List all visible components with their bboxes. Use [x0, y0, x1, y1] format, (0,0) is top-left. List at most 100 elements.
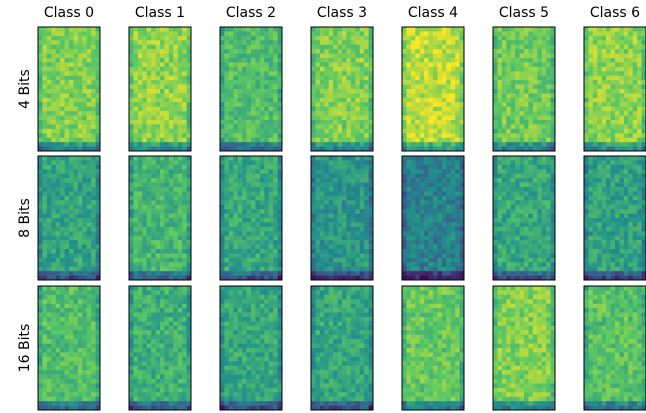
pixel	[73, 182, 79, 188]
pixel	[86, 27, 92, 32]
pixel	[268, 160, 274, 166]
pixel	[46, 71, 52, 77]
pixel	[164, 182, 170, 188]
pixel	[433, 271, 438, 276]
pixel	[164, 128, 170, 134]
pixel	[546, 160, 551, 166]
pixel	[441, 249, 447, 254]
pixel	[346, 164, 352, 170]
pixel	[259, 71, 265, 77]
pixel	[42, 71, 48, 77]
pixel	[623, 35, 629, 41]
column-title: Class 5	[499, 5, 549, 21]
pixel	[615, 75, 620, 81]
pixel	[337, 40, 343, 46]
pixel	[415, 44, 421, 50]
pixel	[402, 275, 407, 281]
pixel	[242, 195, 247, 201]
pixel	[406, 146, 412, 152]
pixel	[251, 262, 256, 268]
pixel	[155, 97, 161, 103]
pixel	[359, 218, 365, 223]
pixel	[355, 240, 361, 245]
pixel	[173, 106, 179, 112]
pixel	[251, 226, 256, 232]
pixel	[610, 102, 616, 108]
pixel	[182, 173, 187, 179]
pixel	[82, 240, 88, 245]
pixel	[623, 142, 629, 147]
pixel	[532, 191, 538, 197]
pixel	[328, 262, 334, 268]
pixel	[237, 89, 243, 94]
pixel	[77, 209, 83, 214]
pixel	[255, 58, 261, 63]
pixel	[91, 102, 96, 108]
pixel	[588, 97, 594, 103]
pixel	[77, 102, 83, 108]
pixel	[233, 169, 239, 175]
pixel	[142, 31, 148, 37]
pixel	[342, 31, 347, 37]
pixel	[160, 218, 165, 223]
pixel	[546, 182, 551, 188]
pixel	[623, 75, 629, 81]
pixel	[255, 209, 261, 214]
pixel	[424, 160, 429, 166]
pixel	[368, 89, 374, 94]
pixel	[151, 62, 156, 68]
pixel	[273, 235, 278, 241]
pixel	[337, 253, 343, 259]
pixel	[277, 31, 283, 37]
pixel	[64, 200, 70, 206]
pixel	[324, 102, 330, 108]
pixel	[73, 62, 79, 68]
pixel	[428, 31, 434, 37]
pixel	[415, 204, 421, 210]
pixel	[268, 53, 274, 59]
pixel	[220, 106, 225, 112]
pixel	[319, 226, 325, 232]
pixel	[501, 53, 507, 59]
pixel	[584, 53, 589, 59]
pixel	[446, 200, 452, 206]
pixel	[64, 209, 70, 214]
pixel	[359, 128, 365, 134]
pixel	[637, 71, 642, 77]
pixel	[342, 240, 347, 245]
pixel	[550, 173, 556, 179]
pixel	[546, 164, 551, 170]
pixel	[433, 222, 438, 228]
pixel	[77, 204, 83, 210]
pixel	[246, 213, 252, 219]
pixel	[410, 249, 416, 254]
pixel	[528, 137, 534, 143]
pixel	[333, 102, 338, 108]
pixel	[402, 191, 407, 197]
pixel	[38, 226, 43, 232]
pixel	[524, 182, 529, 188]
pixel	[628, 84, 634, 90]
pixel	[42, 97, 48, 103]
pixel	[364, 84, 369, 90]
pixel	[46, 97, 52, 103]
pixel	[610, 137, 616, 143]
pixel	[228, 89, 234, 94]
pixel	[91, 115, 96, 121]
pixel	[251, 66, 256, 72]
pixel	[501, 218, 507, 223]
pixel	[60, 89, 65, 94]
pixel	[42, 62, 48, 68]
pixel	[537, 142, 543, 147]
pixel	[228, 66, 234, 72]
pixel	[328, 120, 334, 125]
pixel	[82, 222, 88, 228]
pixel	[160, 182, 165, 188]
pixel	[406, 191, 412, 197]
pixel	[228, 31, 234, 37]
pixel	[95, 35, 101, 41]
pixel	[273, 133, 278, 139]
pixel	[146, 97, 152, 103]
pixel	[537, 160, 543, 166]
pixel	[368, 209, 374, 214]
